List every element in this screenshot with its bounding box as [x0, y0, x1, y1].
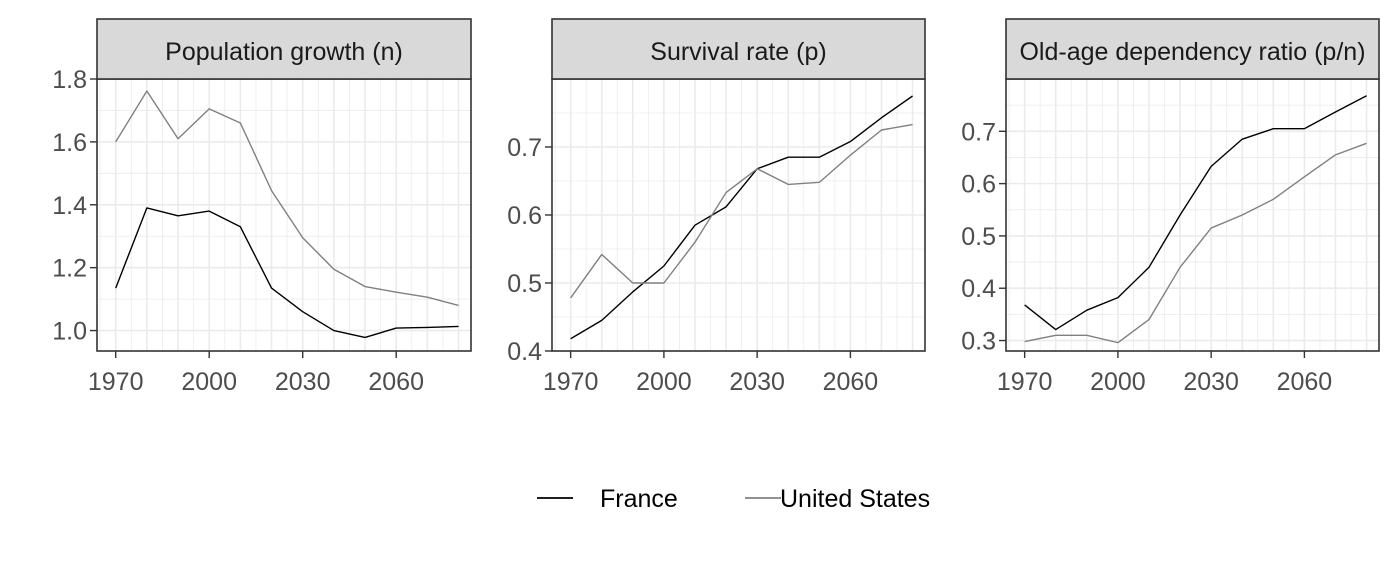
x-tick-label: 2030 [275, 368, 331, 396]
x-axis: 1970 2000 2030 2060 [88, 351, 424, 396]
plot-background [97, 79, 471, 351]
legend: France United States [537, 485, 930, 513]
x-tick-label: 2030 [1183, 368, 1239, 396]
facet-strip-title: Population growth (n) [165, 38, 403, 66]
plot-background [1006, 79, 1379, 351]
series-line-france [115, 207, 459, 339]
series-line-united-states [570, 123, 913, 299]
y-tick-label: 0.4 [961, 275, 996, 303]
x-tick-label: 2000 [636, 368, 692, 396]
y-tick-label: 0.3 [961, 328, 996, 356]
y-axis: 0.4 0.5 0.6 0.7 [507, 134, 552, 366]
legend-label: France [600, 485, 678, 513]
facet-strip-title: Survival rate (p) [650, 38, 826, 66]
y-tick-label: 1.0 [52, 318, 87, 346]
x-tick-label: 2060 [823, 368, 879, 396]
y-tick-label: 0.5 [507, 270, 542, 298]
legend-label: United States [780, 485, 930, 513]
x-tick-label: 1970 [88, 368, 144, 396]
series-line-united-states [115, 90, 459, 307]
y-tick-label: 0.7 [507, 134, 542, 162]
facet-strip [96, 18, 472, 80]
y-tick-label: 0.6 [507, 202, 542, 230]
y-tick-label: 1.2 [52, 255, 87, 283]
y-tick-label: 0.7 [961, 118, 996, 146]
facet-strip [551, 18, 926, 80]
y-tick-label: 1.8 [52, 66, 87, 94]
x-tick-label: 2000 [181, 368, 237, 396]
x-axis: 1970 2000 2030 2060 [543, 351, 878, 396]
x-tick-label: 1970 [997, 368, 1053, 396]
series-line-france [570, 95, 913, 340]
series-group [115, 90, 459, 339]
x-tick-label: 2060 [1277, 368, 1333, 396]
y-tick-label: 0.4 [507, 338, 542, 366]
series-group [570, 95, 913, 340]
y-tick-label: 0.5 [961, 223, 996, 251]
facet-strip [1005, 18, 1380, 80]
panel-old-age-dependency-ratio: Old-age dependency ratio (p/n)0.30.40.50… [961, 18, 1380, 396]
x-axis: 1970 2000 2030 2060 [997, 351, 1332, 396]
y-tick-label: 0.6 [961, 171, 996, 199]
y-axis: 1.0 1.2 1.4 1.6 1.8 [52, 66, 97, 346]
series-line-france [1024, 95, 1367, 331]
y-tick-label: 1.4 [52, 192, 87, 220]
panel-population-growth: Population growth (n) 1.0 1.2 1.4 1.6 1.8 1970… [52, 18, 472, 396]
x-tick-label: 2030 [729, 368, 785, 396]
series-group [1024, 95, 1367, 344]
x-tick-label: 2060 [368, 368, 424, 396]
panel-survival-rate: Survival rate (p) 0.4 0.5 0.6 0.7 1970 2000 203… [507, 18, 926, 396]
series-line-united-states [1024, 142, 1367, 344]
y-tick-label: 1.6 [52, 129, 87, 157]
x-tick-label: 2000 [1090, 368, 1146, 396]
x-tick-label: 1970 [543, 368, 599, 396]
facet-strip-title: Old-age dependency ratio (p/n) [1019, 38, 1365, 66]
y-axis: 0.3 0.4 0.5 0.6 0.7 [961, 118, 1006, 356]
